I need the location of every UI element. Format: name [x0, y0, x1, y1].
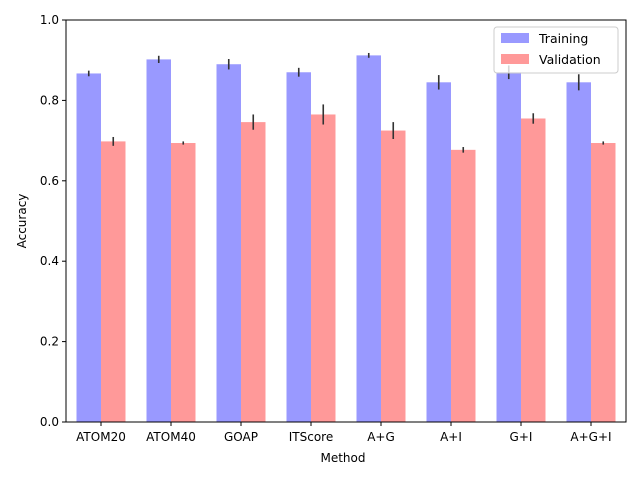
x-tick-label: A+I: [440, 430, 462, 444]
x-tick-label: A+G: [367, 430, 395, 444]
bar-training-a-g: [356, 55, 381, 422]
bar-training-atom40: [146, 59, 171, 423]
bar-training-itscore: [286, 72, 311, 422]
bar-validation-a-g-i: [591, 143, 616, 422]
y-axis-label: Accuracy: [15, 194, 29, 249]
legend-swatch-training: [501, 33, 529, 43]
x-tick-label: ATOM20: [76, 430, 126, 444]
x-tick-label: A+G+I: [570, 430, 611, 444]
y-tick-label: 0.2: [40, 335, 59, 349]
x-ticks-layer: ATOM20 ATOM40 GOAP ITScore A+G A+I G+I A+G+I: [76, 422, 612, 444]
bar-training-a-i: [426, 82, 451, 422]
y-tick-label: 0.8: [40, 93, 59, 107]
bar-validation-g-i: [521, 118, 546, 423]
legend-label-validation: Validation: [539, 52, 601, 67]
bar-validation-atom20: [101, 141, 126, 423]
x-tick-label: ITScore: [289, 430, 333, 444]
x-axis-label: Method: [320, 451, 365, 465]
x-tick-label: G+I: [510, 430, 533, 444]
x-tick-label: GOAP: [224, 430, 258, 444]
legend: Training Validation: [493, 26, 619, 74]
legend-label-training: Training: [538, 31, 588, 46]
y-ticks-layer: 0.0 0.2 0.4 0.6 0.8 1.0: [40, 13, 66, 429]
y-tick-label: 0.4: [40, 254, 59, 268]
bar-validation-a-i: [451, 149, 476, 422]
bar-validation-atom40: [171, 143, 196, 422]
axes-frame: [65, 19, 627, 423]
y-tick-label: 0.0: [40, 415, 59, 429]
bar-training-atom20: [76, 73, 101, 422]
x-tick-label: ATOM40: [146, 430, 196, 444]
legend-swatch-validation: [501, 54, 529, 64]
bars-layer: [76, 55, 616, 423]
bar-training-a-g-i: [566, 82, 591, 422]
bar-validation-itscore: [311, 114, 336, 422]
bar-training-g-i: [496, 72, 521, 422]
bar-training-goap: [216, 64, 241, 422]
bar-validation-a-g: [381, 130, 406, 423]
bar-validation-goap: [241, 122, 266, 422]
y-tick-label: 0.6: [40, 174, 59, 188]
y-tick-label: 1.0: [40, 13, 59, 27]
